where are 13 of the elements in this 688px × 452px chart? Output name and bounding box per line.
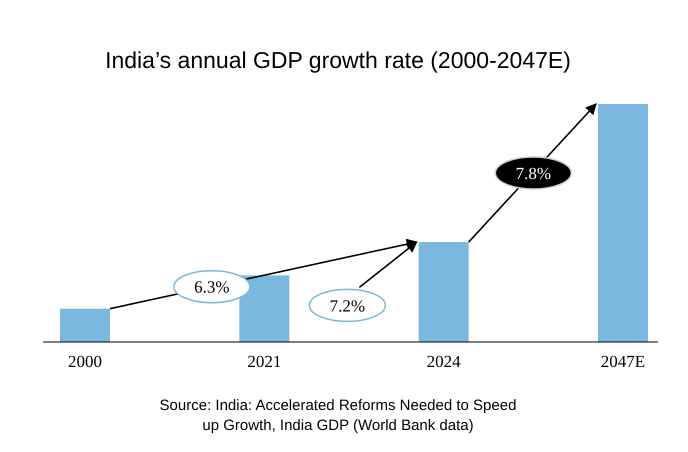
source-note: Source: India: Accelerated Reforms Needed to Speed up Growth, India GDP (World Bank data) — [160, 397, 516, 434]
x-tick-label: 2000 — [68, 352, 102, 371]
x-tick-label: 2047E — [600, 352, 646, 371]
bar — [239, 275, 290, 342]
x-tick-label: 2021 — [247, 352, 282, 371]
annotation: 7.2% — [330, 296, 366, 316]
bar — [418, 242, 469, 342]
bar — [598, 104, 648, 342]
annotation: 7.8% — [516, 164, 552, 184]
x-tick-label: 2024 — [426, 352, 462, 371]
annotation: 6.3% — [194, 278, 230, 297]
bar — [60, 308, 110, 342]
chart-title: India’s annual GDP growth rate (2000-2047E) — [105, 47, 571, 73]
